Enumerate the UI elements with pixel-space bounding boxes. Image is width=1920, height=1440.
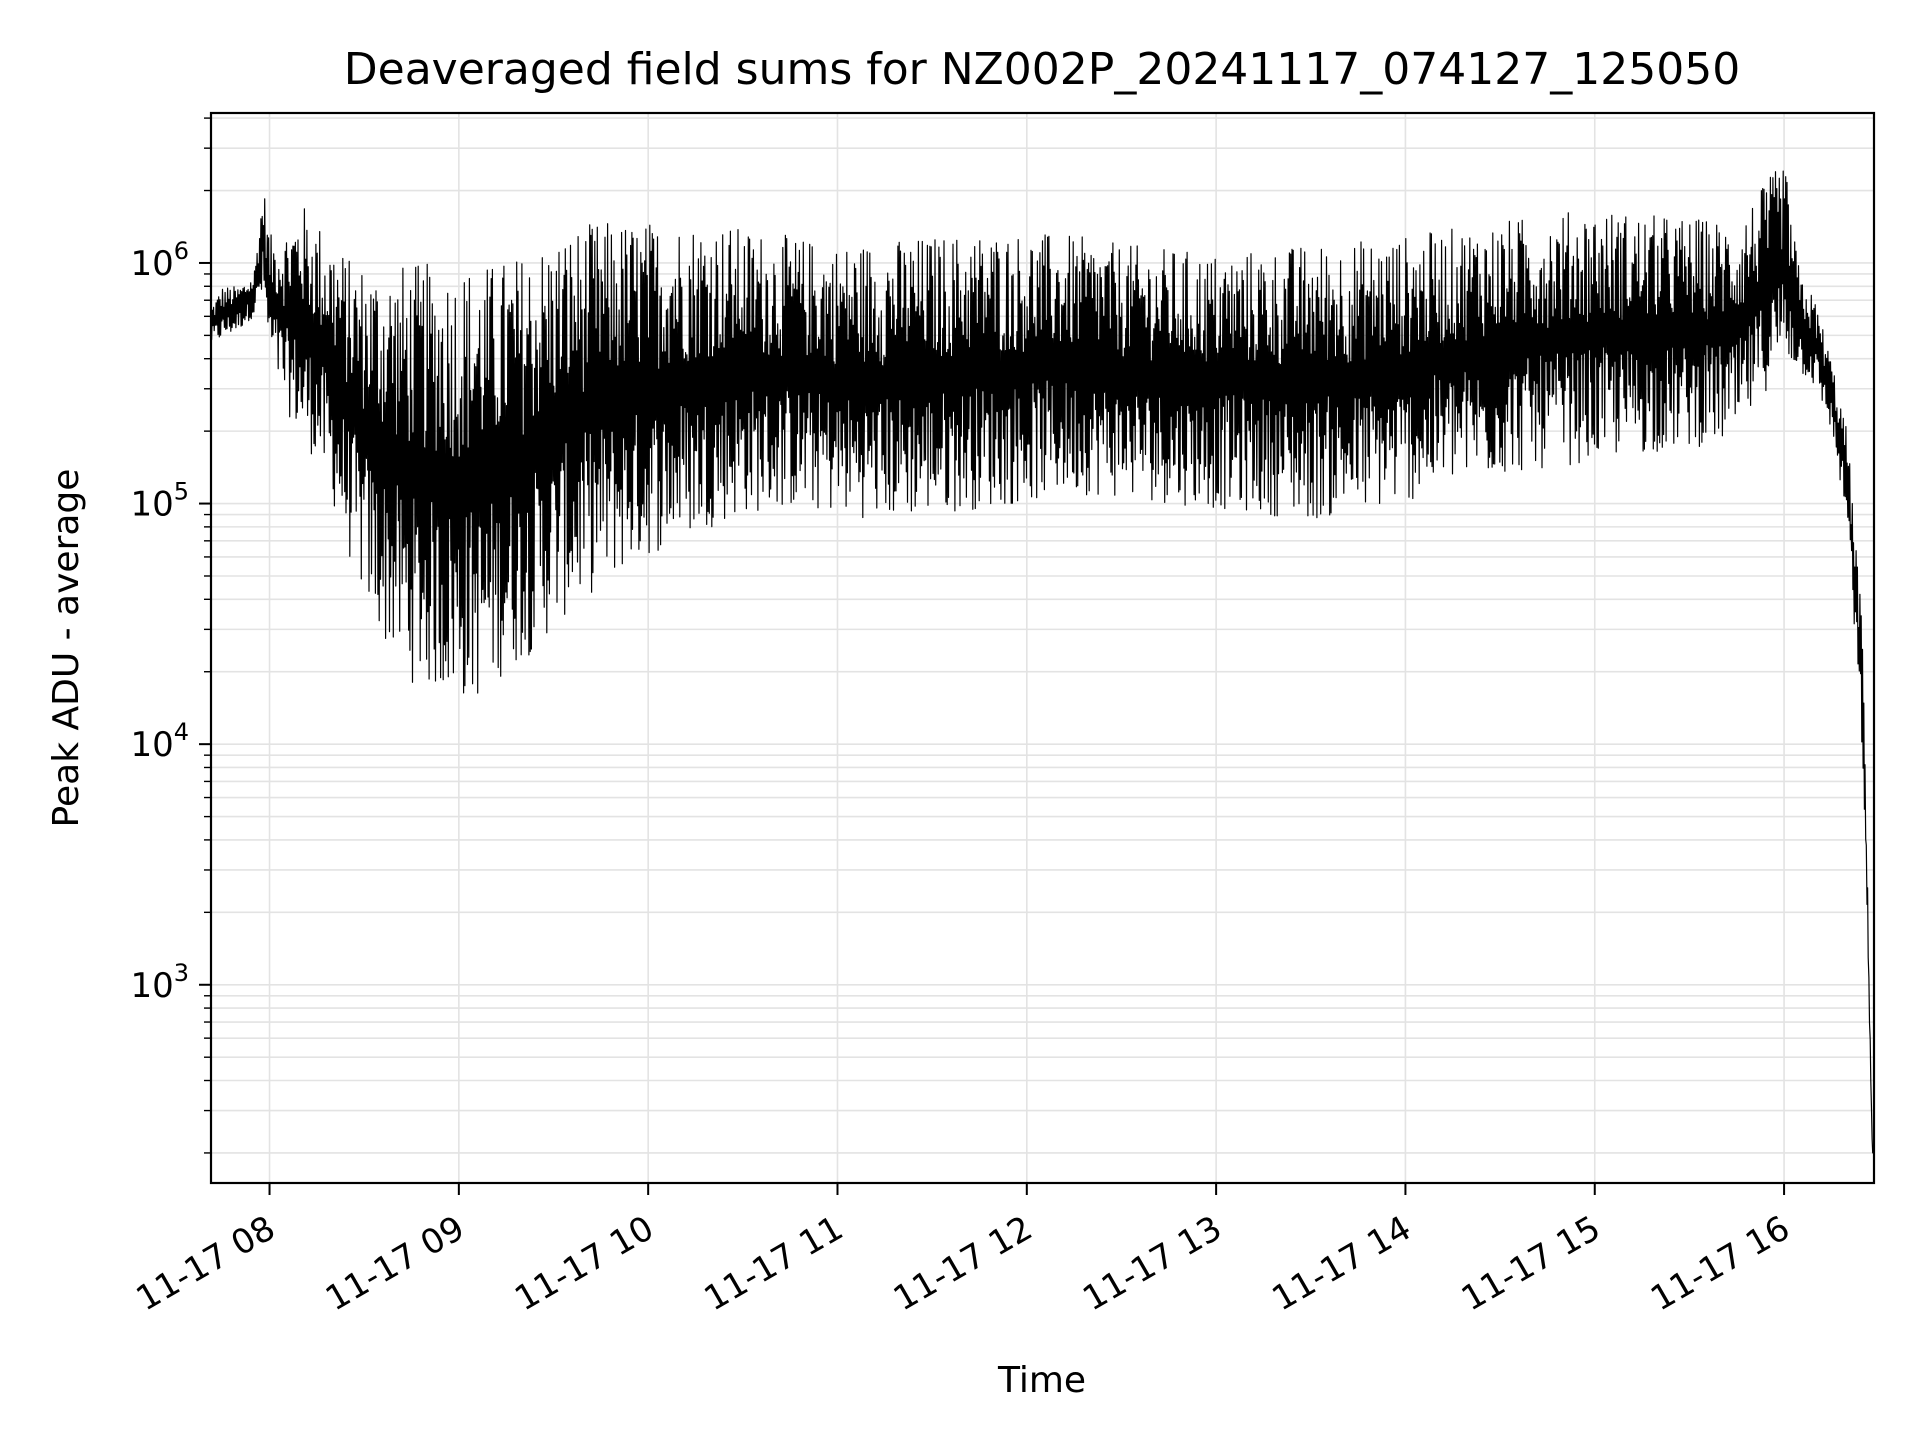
- x-tick-label: 11-17 13: [1076, 1208, 1228, 1319]
- x-tick-label: 11-17 11: [698, 1208, 850, 1319]
- y-axis: 103 104 105 106: [130, 117, 211, 1154]
- grid-lines: [211, 113, 1874, 1183]
- x-tick-label: 11-17 14: [1266, 1208, 1418, 1319]
- x-tick-label: 11-17 10: [508, 1208, 660, 1319]
- y-tick-label: 105: [130, 478, 189, 525]
- series-line: [210, 170, 1874, 1154]
- y-tick-label: 104: [130, 718, 189, 765]
- y-tick-label: 106: [130, 237, 189, 284]
- chart-title: Deaveraged field sums for NZ002P_2024111…: [344, 44, 1740, 95]
- y-tick-label: 103: [130, 959, 189, 1006]
- x-tick-label: 11-17 12: [887, 1208, 1039, 1319]
- plot-area: [210, 170, 1874, 1154]
- x-tick-label: 11-17 08: [130, 1208, 282, 1319]
- x-axis: 11-17 08 11-17 09 11-17 10 11-17 11 11-17 12…: [130, 1183, 1797, 1319]
- x-axis-label: Time: [997, 1360, 1086, 1401]
- x-tick-label: 11-17 15: [1455, 1208, 1607, 1319]
- y-axis-label: Peak ADU - average: [46, 469, 87, 828]
- x-tick-label: 11-17 16: [1644, 1208, 1796, 1319]
- plot-frame: [209, 111, 1876, 1185]
- x-tick-label: 11-17 09: [319, 1208, 471, 1319]
